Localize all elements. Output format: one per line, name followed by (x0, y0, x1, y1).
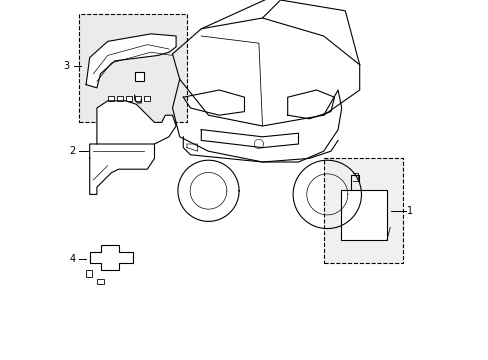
Bar (86, 270, 91, 277)
Polygon shape (89, 144, 154, 194)
Polygon shape (89, 245, 133, 270)
Bar (125, 96, 132, 101)
Bar (134, 96, 141, 101)
Text: 4: 4 (69, 254, 75, 264)
Polygon shape (97, 101, 176, 144)
Polygon shape (86, 34, 176, 88)
Text: 3: 3 (63, 61, 70, 71)
Bar (341, 190, 386, 240)
Bar (79, 14, 186, 122)
Bar (107, 96, 114, 101)
Text: 1: 1 (407, 206, 412, 216)
Text: 2: 2 (69, 146, 75, 156)
Bar (117, 96, 123, 101)
Bar (143, 96, 150, 101)
Bar (97, 279, 104, 284)
Bar (134, 72, 143, 81)
Bar (323, 158, 402, 263)
